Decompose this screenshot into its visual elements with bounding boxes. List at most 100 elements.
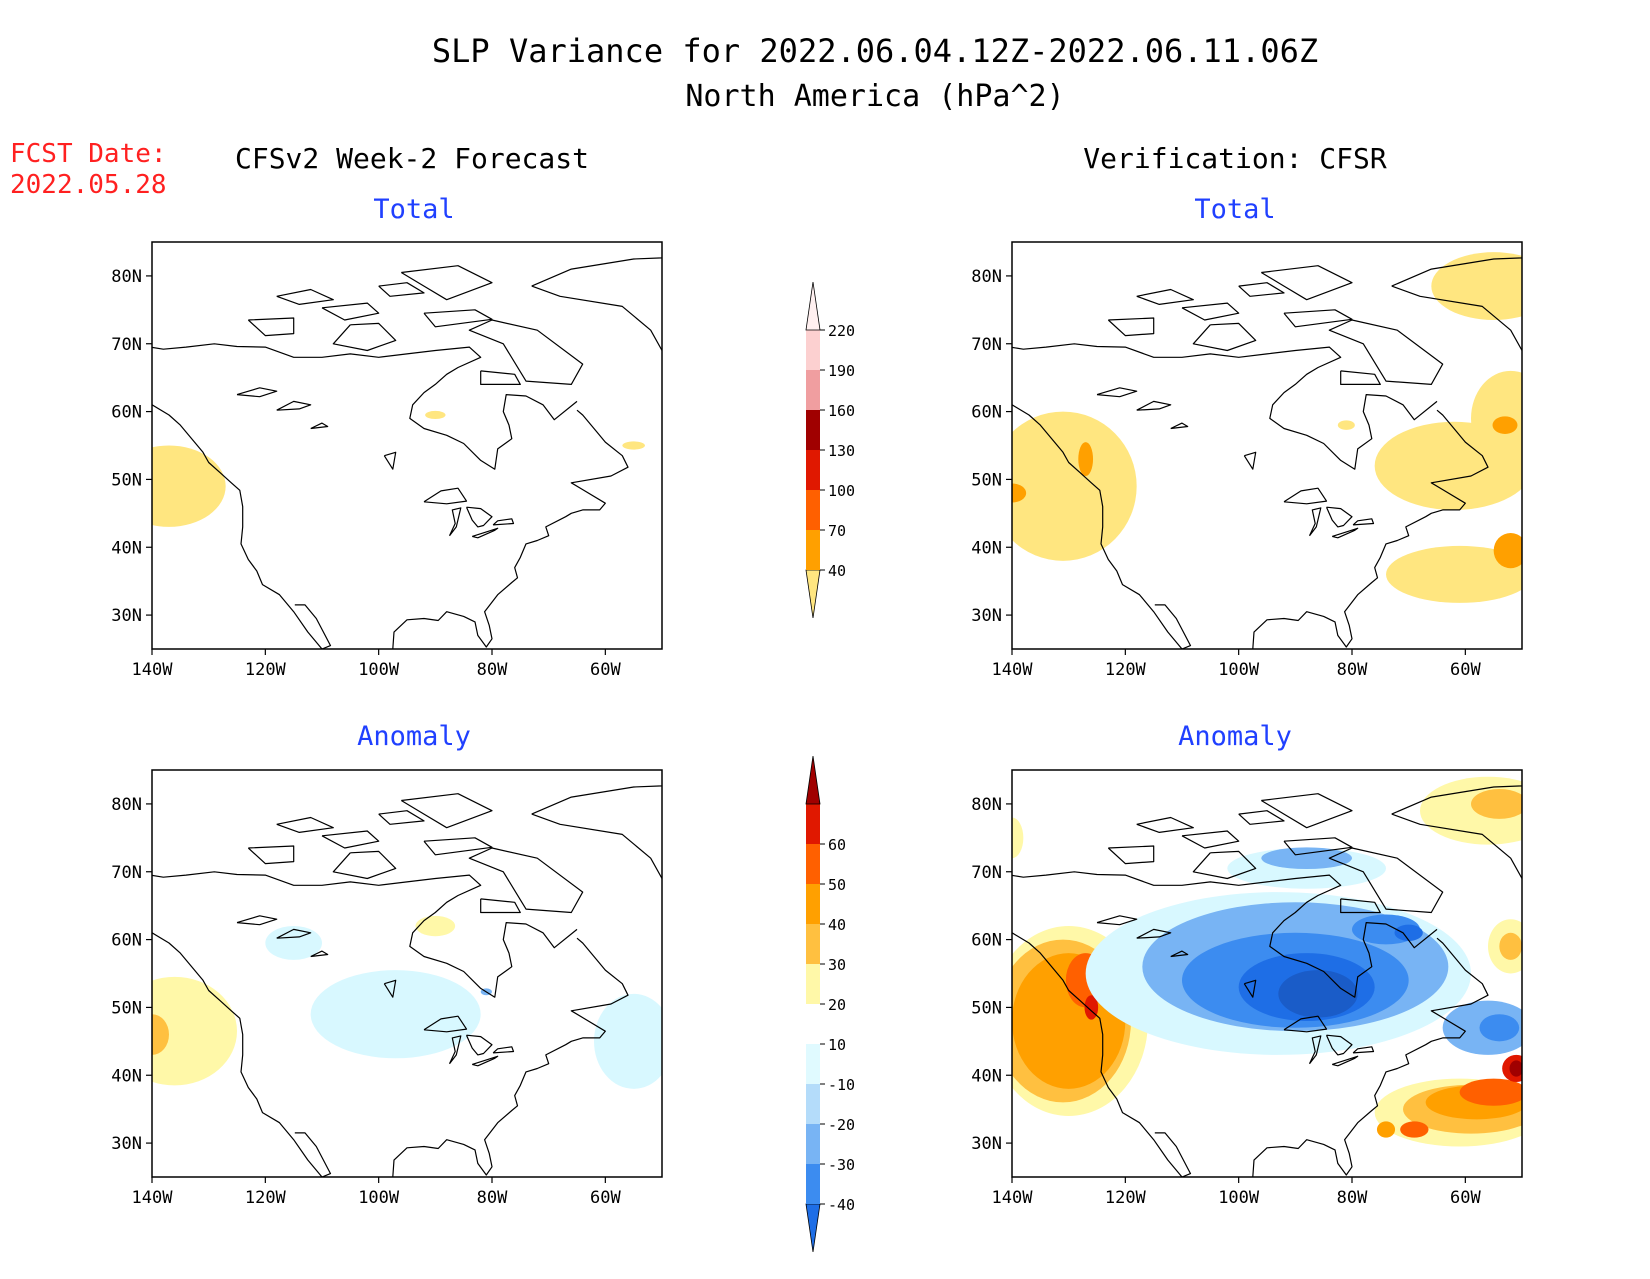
shaded-region — [1492, 416, 1518, 434]
arctic-island — [332, 322, 397, 352]
coastline-east — [392, 937, 629, 1177]
colorbar-swatch — [806, 490, 820, 530]
arctic-island — [400, 265, 493, 301]
arctic-island — [383, 979, 397, 998]
arctic-island — [1238, 282, 1285, 297]
colorbar-label: 100 — [828, 482, 855, 500]
x-tick-label: 120W — [1105, 660, 1147, 680]
shaded-region — [1471, 788, 1522, 819]
arctic-island — [1328, 847, 1444, 914]
great-lake — [1308, 1035, 1322, 1065]
x-tick-label: 140W — [132, 1188, 174, 1208]
map-frame — [1011, 241, 1523, 650]
shaded-region — [1431, 252, 1522, 320]
coastline-east — [1252, 937, 1489, 1177]
great-lake — [465, 506, 493, 528]
colorbar-label: 40 — [828, 916, 846, 934]
map-panel-forecast-total: 140W 120W 100W 80W 60W 80N 70N 60N 50N 40N 30N — [111, 241, 663, 680]
y-tick-label: 40N — [111, 1066, 142, 1086]
colorbar-label: 70 — [828, 522, 846, 540]
arctic-island — [1340, 370, 1381, 385]
arctic-island — [378, 282, 425, 297]
panel-title-verification-anomaly: Anomaly — [1178, 721, 1292, 752]
y-tick-label: 70N — [111, 335, 142, 355]
x-tick-label: 60W — [1450, 660, 1481, 680]
forecast-heading: CFSv2 Week-2 Forecast — [235, 142, 589, 175]
x-tick-label: 120W — [1105, 1188, 1147, 1208]
y-tick-label: 40N — [111, 538, 142, 558]
x-tick-label: 140W — [992, 660, 1034, 680]
y-tick-label: 50N — [971, 998, 1002, 1018]
colorbar-swatch — [806, 410, 820, 450]
coastline-greenland — [1391, 257, 1522, 352]
coastline-arctic — [1012, 871, 1438, 998]
x-tick-label: 60W — [590, 1188, 621, 1208]
arctic-island — [1181, 830, 1240, 849]
y-tick-label: 80N — [971, 795, 1002, 815]
x-tick-label: 140W — [132, 660, 174, 680]
coastline-arctic — [152, 871, 578, 998]
colorbar-label: -10 — [828, 1076, 855, 1094]
shaded-region — [622, 441, 646, 450]
map-frame — [1011, 769, 1523, 1178]
arctic-island — [1192, 850, 1257, 880]
colorbar-swatch — [806, 1124, 820, 1164]
great-lake — [1308, 507, 1322, 537]
map-panel-verification-total: 140W 120W 100W 80W 60W 80N 70N 60N 50N 40N 30N — [971, 241, 1523, 680]
shaded-region — [1400, 1121, 1429, 1138]
arctic-island — [276, 816, 334, 833]
colorbar-arrow — [805, 1203, 821, 1253]
arctic-island — [310, 950, 329, 958]
y-tick-label: 70N — [971, 863, 1002, 883]
colorbar-swatch — [806, 844, 820, 884]
x-tick-label: 120W — [245, 660, 287, 680]
colorbar-label: 50 — [828, 876, 846, 894]
shaded-region — [152, 976, 237, 1086]
great-lake — [423, 1015, 468, 1033]
arctic-island — [1136, 928, 1172, 939]
verification-heading: Verification: CFSR — [1083, 142, 1387, 175]
coastline-west — [152, 932, 332, 1177]
arctic-island — [1340, 898, 1381, 914]
shaded-region — [1337, 420, 1355, 430]
shaded-region — [1278, 970, 1358, 1018]
great-lake — [1325, 1034, 1353, 1056]
shaded-region — [1459, 1078, 1522, 1106]
x-tick-label: 80W — [1337, 1188, 1368, 1208]
great-lake — [423, 487, 468, 505]
arctic-island — [247, 317, 295, 337]
panel-title-forecast-total: Total — [373, 194, 454, 225]
shaded-region — [1376, 1121, 1396, 1138]
y-tick-label: 30N — [111, 1134, 142, 1154]
arctic-island — [1238, 810, 1285, 825]
colorbar-swatch — [806, 370, 820, 410]
main-title: SLP Variance for 2022.06.04.12Z-2022.06.… — [432, 32, 1318, 70]
shaded-region — [152, 445, 226, 527]
arctic-island — [321, 302, 380, 321]
colorbar-swatch — [806, 1004, 820, 1044]
arctic-island — [276, 288, 334, 305]
arctic-island — [468, 319, 584, 385]
coastline-arctic — [152, 343, 578, 470]
colorbar-swatch — [806, 450, 820, 490]
arctic-island — [1170, 422, 1189, 430]
y-tick-label: 80N — [111, 267, 142, 287]
shaded-region — [1479, 1014, 1520, 1042]
great-lake — [448, 507, 462, 537]
arctic-island — [378, 810, 425, 825]
x-tick-label: 100W — [1218, 1188, 1260, 1208]
great-lake — [1332, 527, 1359, 539]
colorbar-label: 10 — [828, 1036, 846, 1054]
arctic-island — [1107, 845, 1155, 865]
colorbar-swatch — [806, 964, 820, 1004]
arctic-island — [1260, 793, 1353, 829]
arctic-island — [276, 400, 312, 411]
x-tick-label: 60W — [1450, 1188, 1481, 1208]
arctic-island — [400, 793, 493, 829]
colorbar-total: 40 70 100 130 160 190 220 — [805, 281, 855, 619]
shaded-region — [1386, 545, 1522, 603]
arctic-island — [1283, 309, 1353, 328]
arctic-island — [1283, 837, 1353, 856]
map-panel-forecast-anomaly: 140W 120W 100W 80W 60W 80N 70N 60N 50N 40N 30N — [111, 769, 663, 1208]
arctic-island — [236, 387, 278, 398]
